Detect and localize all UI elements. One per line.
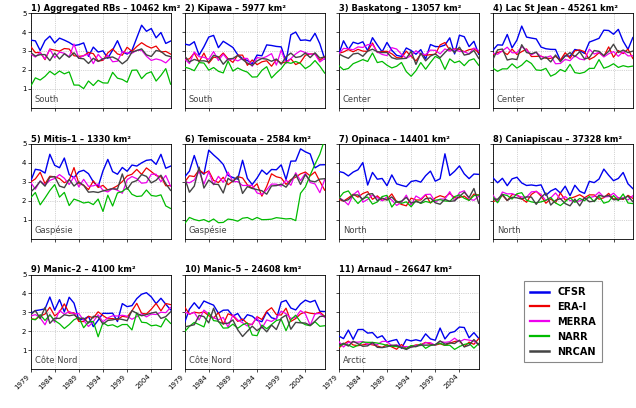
Text: 2) Kipawa – 5977 km²: 2) Kipawa – 5977 km² [184,4,286,13]
Text: 6) Temiscouata – 2584 km²: 6) Temiscouata – 2584 km² [184,135,310,144]
Text: South: South [35,95,59,104]
Text: South: South [189,95,213,104]
Text: Gaspésie: Gaspésie [35,225,73,235]
Text: 8) Caniapiscau – 37328 km²: 8) Caniapiscau – 37328 km² [493,135,622,144]
Text: 3) Baskatong – 13057 km²: 3) Baskatong – 13057 km² [339,4,461,13]
Text: Gaspésie: Gaspésie [189,225,228,235]
Text: North: North [497,226,521,235]
Text: Côte Nord: Côte Nord [189,357,231,366]
Text: Côte Nord: Côte Nord [35,357,77,366]
Text: 11) Arnaud – 26647 km²: 11) Arnaud – 26647 km² [339,266,452,275]
Text: 7) Opinaca – 14401 km²: 7) Opinaca – 14401 km² [339,135,450,144]
Text: 9) Manic–2 – 4100 km²: 9) Manic–2 – 4100 km² [31,266,135,275]
Text: Center: Center [343,95,371,104]
Text: Arctic: Arctic [343,357,367,366]
Legend: CFSR, ERA-I, MERRA, NARR, NRCAN: CFSR, ERA-I, MERRA, NARR, NRCAN [524,282,602,362]
Text: Center: Center [497,95,525,104]
Text: 5) Mitis–1 – 1330 km²: 5) Mitis–1 – 1330 km² [31,135,130,144]
Text: 4) Lac St Jean – 45261 km²: 4) Lac St Jean – 45261 km² [493,4,618,13]
Text: 1) Aggregated RBs – 10462 km²: 1) Aggregated RBs – 10462 km² [31,4,180,13]
Text: 10) Manic–5 – 24608 km²: 10) Manic–5 – 24608 km² [184,266,301,275]
Text: North: North [343,226,366,235]
